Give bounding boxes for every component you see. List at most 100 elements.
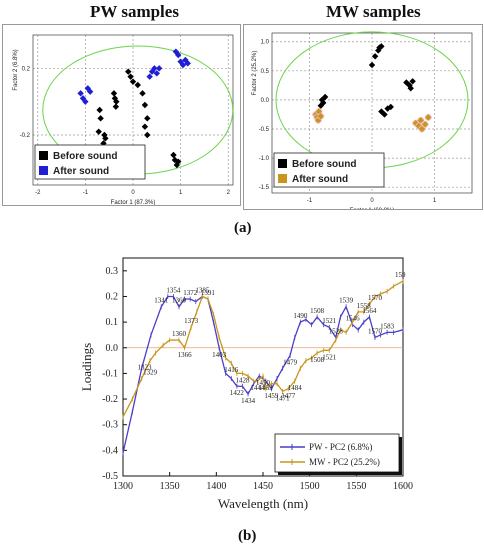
data-point-before (321, 93, 329, 101)
y-tick-label: 0.0 (261, 98, 270, 104)
legend-swatch (278, 159, 287, 168)
peak-annotation: 1453 (259, 384, 274, 392)
data-point-before (320, 99, 327, 107)
data-point-after (184, 60, 191, 67)
y-tick-label: 0.2 (106, 291, 119, 302)
data-point-before (170, 151, 177, 159)
x-tick-label: 1450 (253, 481, 273, 492)
legend-frame (274, 433, 400, 473)
data-point-after (175, 51, 182, 59)
peak-annotation: 1444 (250, 384, 265, 392)
x-tick-label: 1 (179, 190, 183, 196)
peak-annotation: 1391 (201, 289, 216, 297)
peak-annotation: 1360 (172, 297, 187, 305)
legend-label: MW - PC2 (25.2%) (309, 457, 380, 467)
x-axis-label: Wavelength (nm) (218, 496, 308, 511)
x-tick-label: 2 (227, 190, 231, 196)
x-tick-label: 1300 (113, 481, 133, 492)
data-point-before (129, 78, 137, 85)
data-point-after (172, 48, 180, 55)
data-point-after (315, 108, 323, 115)
peak-annotation: 1528 (329, 328, 344, 336)
y-tick-label: -0.1 (102, 368, 118, 379)
peak-annotation: 1471 (276, 394, 291, 402)
peak-annotation: 1450 (256, 379, 271, 387)
peak-annotation: 1323 (137, 364, 152, 372)
data-point-before (141, 101, 149, 109)
peak-annotation: 1546 (346, 315, 361, 323)
data-point-before (125, 68, 132, 75)
legend-swatch (278, 174, 287, 183)
peak-annotation: 1508 (310, 307, 325, 315)
data-point-before (387, 103, 394, 111)
data-point-before (141, 123, 149, 130)
peak-annotation: 1521 (322, 317, 337, 325)
peak-annotation: 1360 (172, 330, 187, 338)
legend-frame (34, 144, 146, 180)
data-point-before (407, 85, 414, 92)
mw-samples-title: MW samples (326, 2, 421, 21)
data-point-before (409, 78, 416, 85)
pw-samples-title: PW samples (90, 2, 179, 21)
data-point-before (95, 128, 102, 135)
pw-scores-plot-panel: -2 -1 0 1 2 0.2 -0.2 Factor 1 (87.3%) Factor 2 (… (2, 24, 241, 206)
peak-annotation: 1416 (224, 366, 239, 374)
peak-annotation: 1564 (362, 307, 377, 315)
peak-annotation: 1570 (368, 294, 383, 302)
data-point-after (153, 70, 161, 77)
y-tick-label: -0.4 (102, 445, 118, 456)
x-tick-label: -1 (83, 190, 89, 196)
data-point-before (317, 102, 324, 109)
data-point-before (97, 115, 104, 122)
data-point-before (134, 81, 141, 89)
mw-scores-plot: -1 0 1 1.0 0.5 0.0 -0.5 -1.0 -1.5 Factor 1 (68.8%… (252, 31, 473, 209)
peak-annotation: 1539 (339, 297, 354, 305)
data-point-before (378, 108, 385, 115)
loadings-chart: 1300 1350 1400 1450 1500 1550 1600 0.3 0.2 0.1 0.0… (79, 257, 413, 511)
peak-annotation: 1354 (166, 286, 181, 294)
mw-scores-plot-panel: -1 0 1 1.0 0.5 0.0 -0.5 -1.0 -1.5 Factor 1 (68.8%… (243, 24, 483, 210)
peak-annotation: 1484 (288, 384, 303, 392)
y-tick-label: -1.5 (259, 185, 270, 191)
peak-annotation: 1558 (357, 302, 372, 310)
x-tick-label: 1550 (346, 481, 366, 492)
data-point-after (179, 61, 187, 69)
x-tick-label: 0 (370, 198, 374, 204)
legend-label: After sound (292, 174, 348, 185)
data-point-before (175, 158, 182, 165)
data-point-after (317, 113, 324, 120)
peak-annotation: 159 (395, 271, 406, 279)
data-point-before (102, 135, 109, 142)
data-point-before (139, 90, 146, 97)
caption-b: (b) (238, 528, 257, 544)
y-tick-label: 0.2 (22, 66, 31, 72)
x-axis-label: Factor 1 (87.3%) (111, 200, 156, 205)
y-tick-label: 0.0 (106, 343, 119, 354)
legend-label: Before sound (292, 159, 356, 170)
peak-annotation: 1583 (380, 322, 395, 330)
legend-frame (273, 152, 385, 188)
data-point-after (84, 85, 91, 92)
peak-annotation: 1479 (283, 358, 298, 366)
data-point-after (146, 73, 153, 80)
data-point-before (112, 103, 120, 110)
data-point-after (182, 56, 189, 64)
peak-annotation: 1372 (183, 289, 198, 297)
data-point-after (77, 90, 84, 97)
data-point-before (381, 111, 388, 118)
peak-annotation: 1329 (143, 369, 158, 377)
peak-annotation: 1570 (368, 328, 383, 336)
data-point-after (82, 98, 89, 105)
data-point-before (144, 115, 151, 122)
data-point-after (418, 125, 426, 133)
x-tick-label: -2 (35, 190, 41, 196)
x-axis-label: Factor 1 (68.8%) (350, 208, 395, 209)
legend-swatch (39, 151, 48, 160)
y-tick-label: 0.1 (106, 317, 119, 328)
data-point-after (425, 114, 432, 121)
peak-annotation: 1477 (281, 392, 296, 400)
data-point-after (417, 117, 424, 124)
legend: Before sound After sound (273, 152, 385, 188)
x-tick-label: 1 (433, 198, 437, 204)
data-point-before (127, 73, 134, 80)
